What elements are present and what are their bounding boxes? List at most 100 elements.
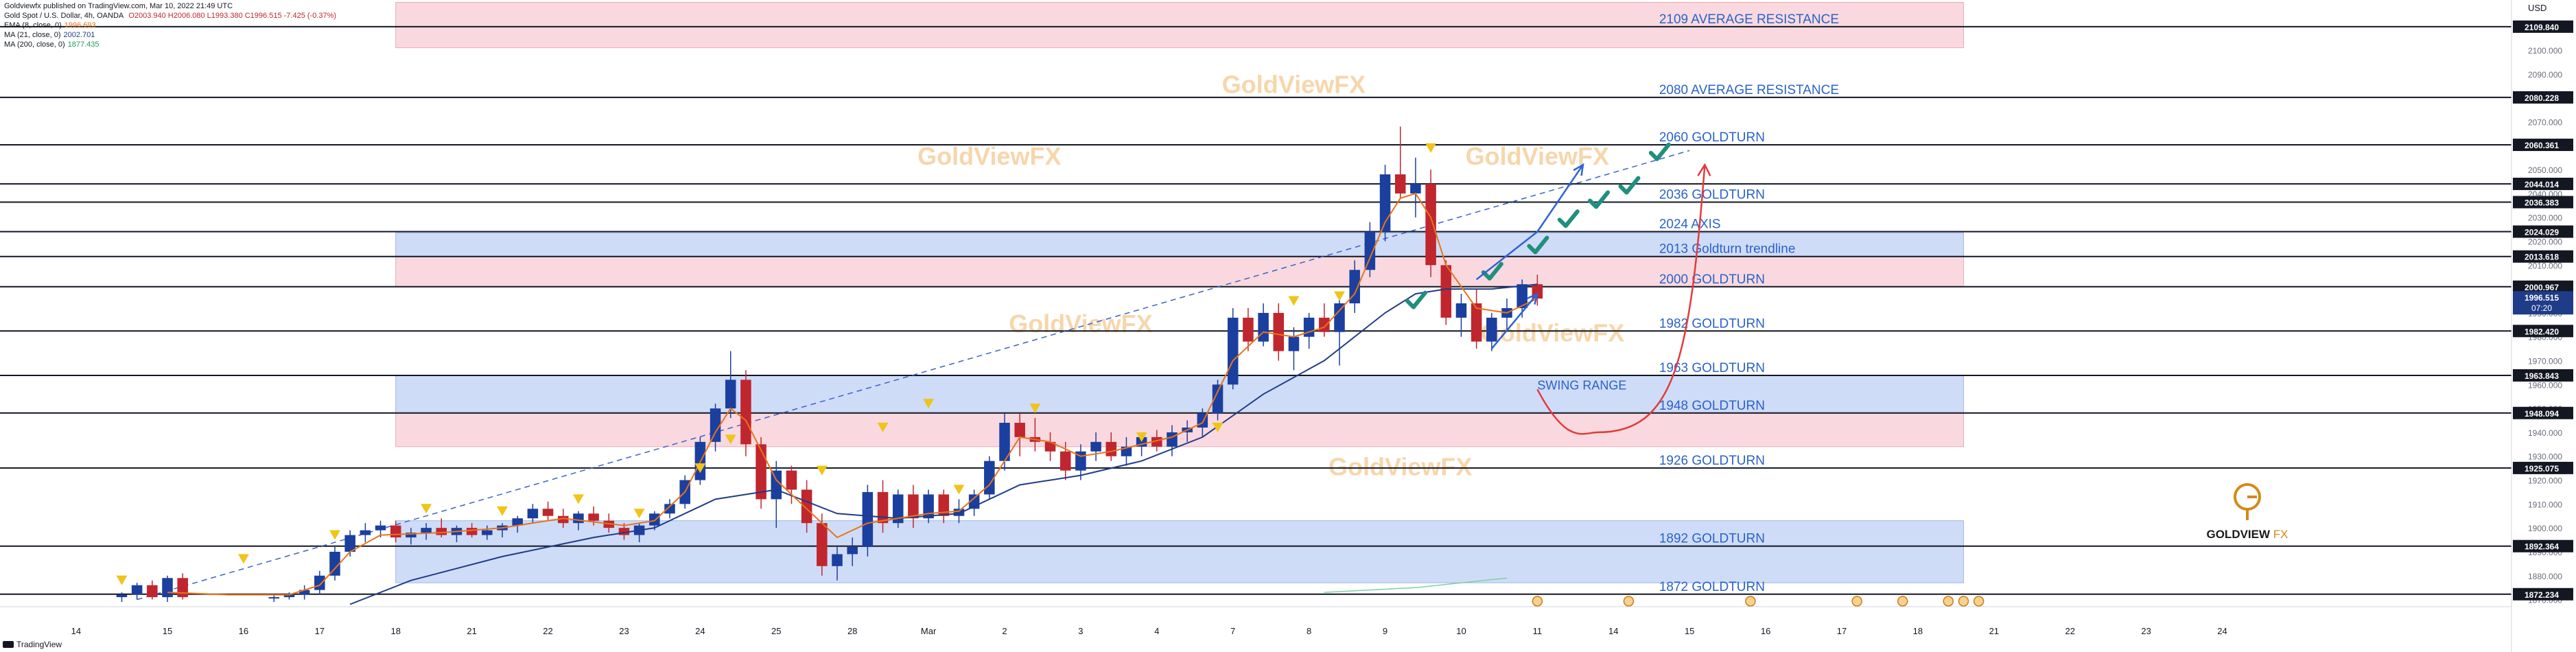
projection-small-arrow — [1490, 293, 1538, 349]
tradingview-logo[interactable]: TradingView — [3, 640, 62, 649]
watermark: GoldViewFX — [1481, 319, 1624, 347]
event-icon — [1973, 596, 1984, 607]
fractal-marker — [1212, 422, 1223, 432]
x-tick-label: 23 — [2141, 626, 2151, 636]
price-tag-label: 1948.094 — [2525, 409, 2559, 419]
candle-body — [588, 513, 599, 521]
candle-body — [147, 585, 158, 598]
countdown-label: 07:20 — [2531, 303, 2552, 313]
swing-range-label: SWING RANGE — [1537, 378, 1626, 392]
candle-body — [786, 470, 797, 490]
candle-body — [740, 380, 751, 445]
candle-body — [466, 528, 478, 535]
brand-name: GOLDVIEW — [2206, 528, 2271, 541]
candle-body — [984, 461, 995, 495]
fractal-marker — [116, 575, 128, 585]
y-tick-label: 1880.000 — [2528, 572, 2562, 581]
level-label: 2013 Goldturn trendline — [1659, 242, 1796, 257]
event-icon — [1958, 596, 1969, 607]
candle-body — [1105, 441, 1117, 456]
price-tag-label: 2060.361 — [2525, 141, 2559, 150]
check-icon — [1405, 290, 1427, 310]
candle-body — [1334, 303, 1345, 332]
fractal-marker — [725, 434, 736, 445]
candle-body — [710, 408, 721, 442]
price-tag — [2513, 225, 2573, 238]
x-tick-label: 10 — [1456, 626, 1466, 636]
candle-body — [360, 530, 371, 535]
event-icon — [1745, 596, 1756, 607]
ma21-legend[interactable]: MA (21, close, 0) 2002.701 — [4, 31, 95, 39]
check-icon — [1481, 261, 1503, 281]
candle-body — [725, 380, 736, 409]
price-tag-label: 2036.383 — [2525, 198, 2559, 207]
brand-suffix: FX — [2273, 528, 2288, 541]
x-tick-label: 23 — [619, 626, 629, 636]
projection-swing-arrow-head — [1697, 163, 1711, 176]
symbol-line: Gold Spot / U.S. Dollar, 4h, OANDA O2003… — [4, 12, 337, 20]
level-label: 2080 AVERAGE RESISTANCE — [1659, 83, 1839, 97]
y-tick-label: 1930.000 — [2528, 452, 2562, 462]
price-tag — [2513, 196, 2573, 209]
zone-blue — [395, 232, 1964, 257]
ma200-line — [1324, 577, 1508, 593]
level-label: 1872 GOLDTURN — [1659, 580, 1765, 594]
zone-pink — [395, 412, 1964, 447]
candle-body — [482, 530, 493, 535]
tradingview-icon — [3, 641, 14, 648]
y-tick-label: 2020.000 — [2528, 237, 2562, 247]
current-price-label: 1996.515 — [2525, 293, 2559, 303]
zone-blue — [395, 520, 1964, 583]
x-tick-label: 7 — [1230, 626, 1235, 636]
price-tag — [2513, 139, 2573, 152]
candle-body — [512, 518, 523, 526]
x-tick-label: 14 — [1608, 626, 1618, 636]
y-tick-label: 2050.000 — [2528, 165, 2562, 175]
candle-body — [1319, 317, 1330, 332]
ema8-line — [167, 192, 1538, 596]
x-tick-label: 22 — [2065, 626, 2074, 636]
x-tick-label: 24 — [695, 626, 705, 636]
price-tag — [2513, 587, 2573, 601]
watermark: GoldViewFX — [1222, 71, 1366, 99]
level-label: 2036 GOLDTURN — [1659, 187, 1765, 202]
x-tick-label: 18 — [1913, 626, 1923, 636]
price-tag-label: 2000.967 — [2525, 283, 2559, 292]
price-tag — [2513, 177, 2573, 190]
candle-body — [1243, 317, 1254, 342]
candle-body — [1059, 451, 1071, 471]
level-label: 1948 GOLDTURN — [1659, 399, 1765, 413]
check-icon — [1557, 209, 1580, 229]
x-tick-label: Mar — [921, 626, 937, 636]
x-tick-label: 4 — [1154, 626, 1159, 636]
candle-body — [832, 554, 843, 566]
candle-body — [329, 551, 340, 576]
candle-body — [268, 597, 280, 599]
candle-body — [527, 509, 539, 519]
candle-body — [1394, 174, 1406, 194]
candle-body — [618, 528, 630, 535]
ema-legend[interactable]: EMA (8, close, 0) 1996.693 — [4, 21, 96, 30]
price-tag-label: 1925.075 — [2525, 464, 2559, 474]
price-tag — [2513, 461, 2573, 474]
x-tick-label: 18 — [390, 626, 400, 636]
check-icon — [1588, 190, 1611, 209]
candle-body — [116, 594, 128, 598]
candle-body — [1258, 312, 1269, 342]
fractal-marker — [1029, 404, 1041, 414]
candle-body — [1014, 423, 1025, 437]
level-label: 2000 GOLDTURN — [1659, 272, 1765, 287]
fractal-marker — [633, 509, 645, 519]
candle-body — [771, 470, 782, 500]
candle-body — [436, 528, 447, 535]
candle-body — [283, 594, 295, 598]
x-tick-label: 11 — [1533, 626, 1543, 636]
current-price-tag — [2513, 291, 2573, 315]
candle-body — [557, 515, 569, 524]
price-tag-label: 2024.029 — [2525, 227, 2559, 237]
y-tick-label: 2100.000 — [2528, 46, 2562, 56]
y-tick-label: 1960.000 — [2528, 380, 2562, 390]
ma200-legend[interactable]: MA (200, close, 0) 1877.435 — [4, 40, 99, 49]
zone-blue — [395, 375, 1964, 414]
